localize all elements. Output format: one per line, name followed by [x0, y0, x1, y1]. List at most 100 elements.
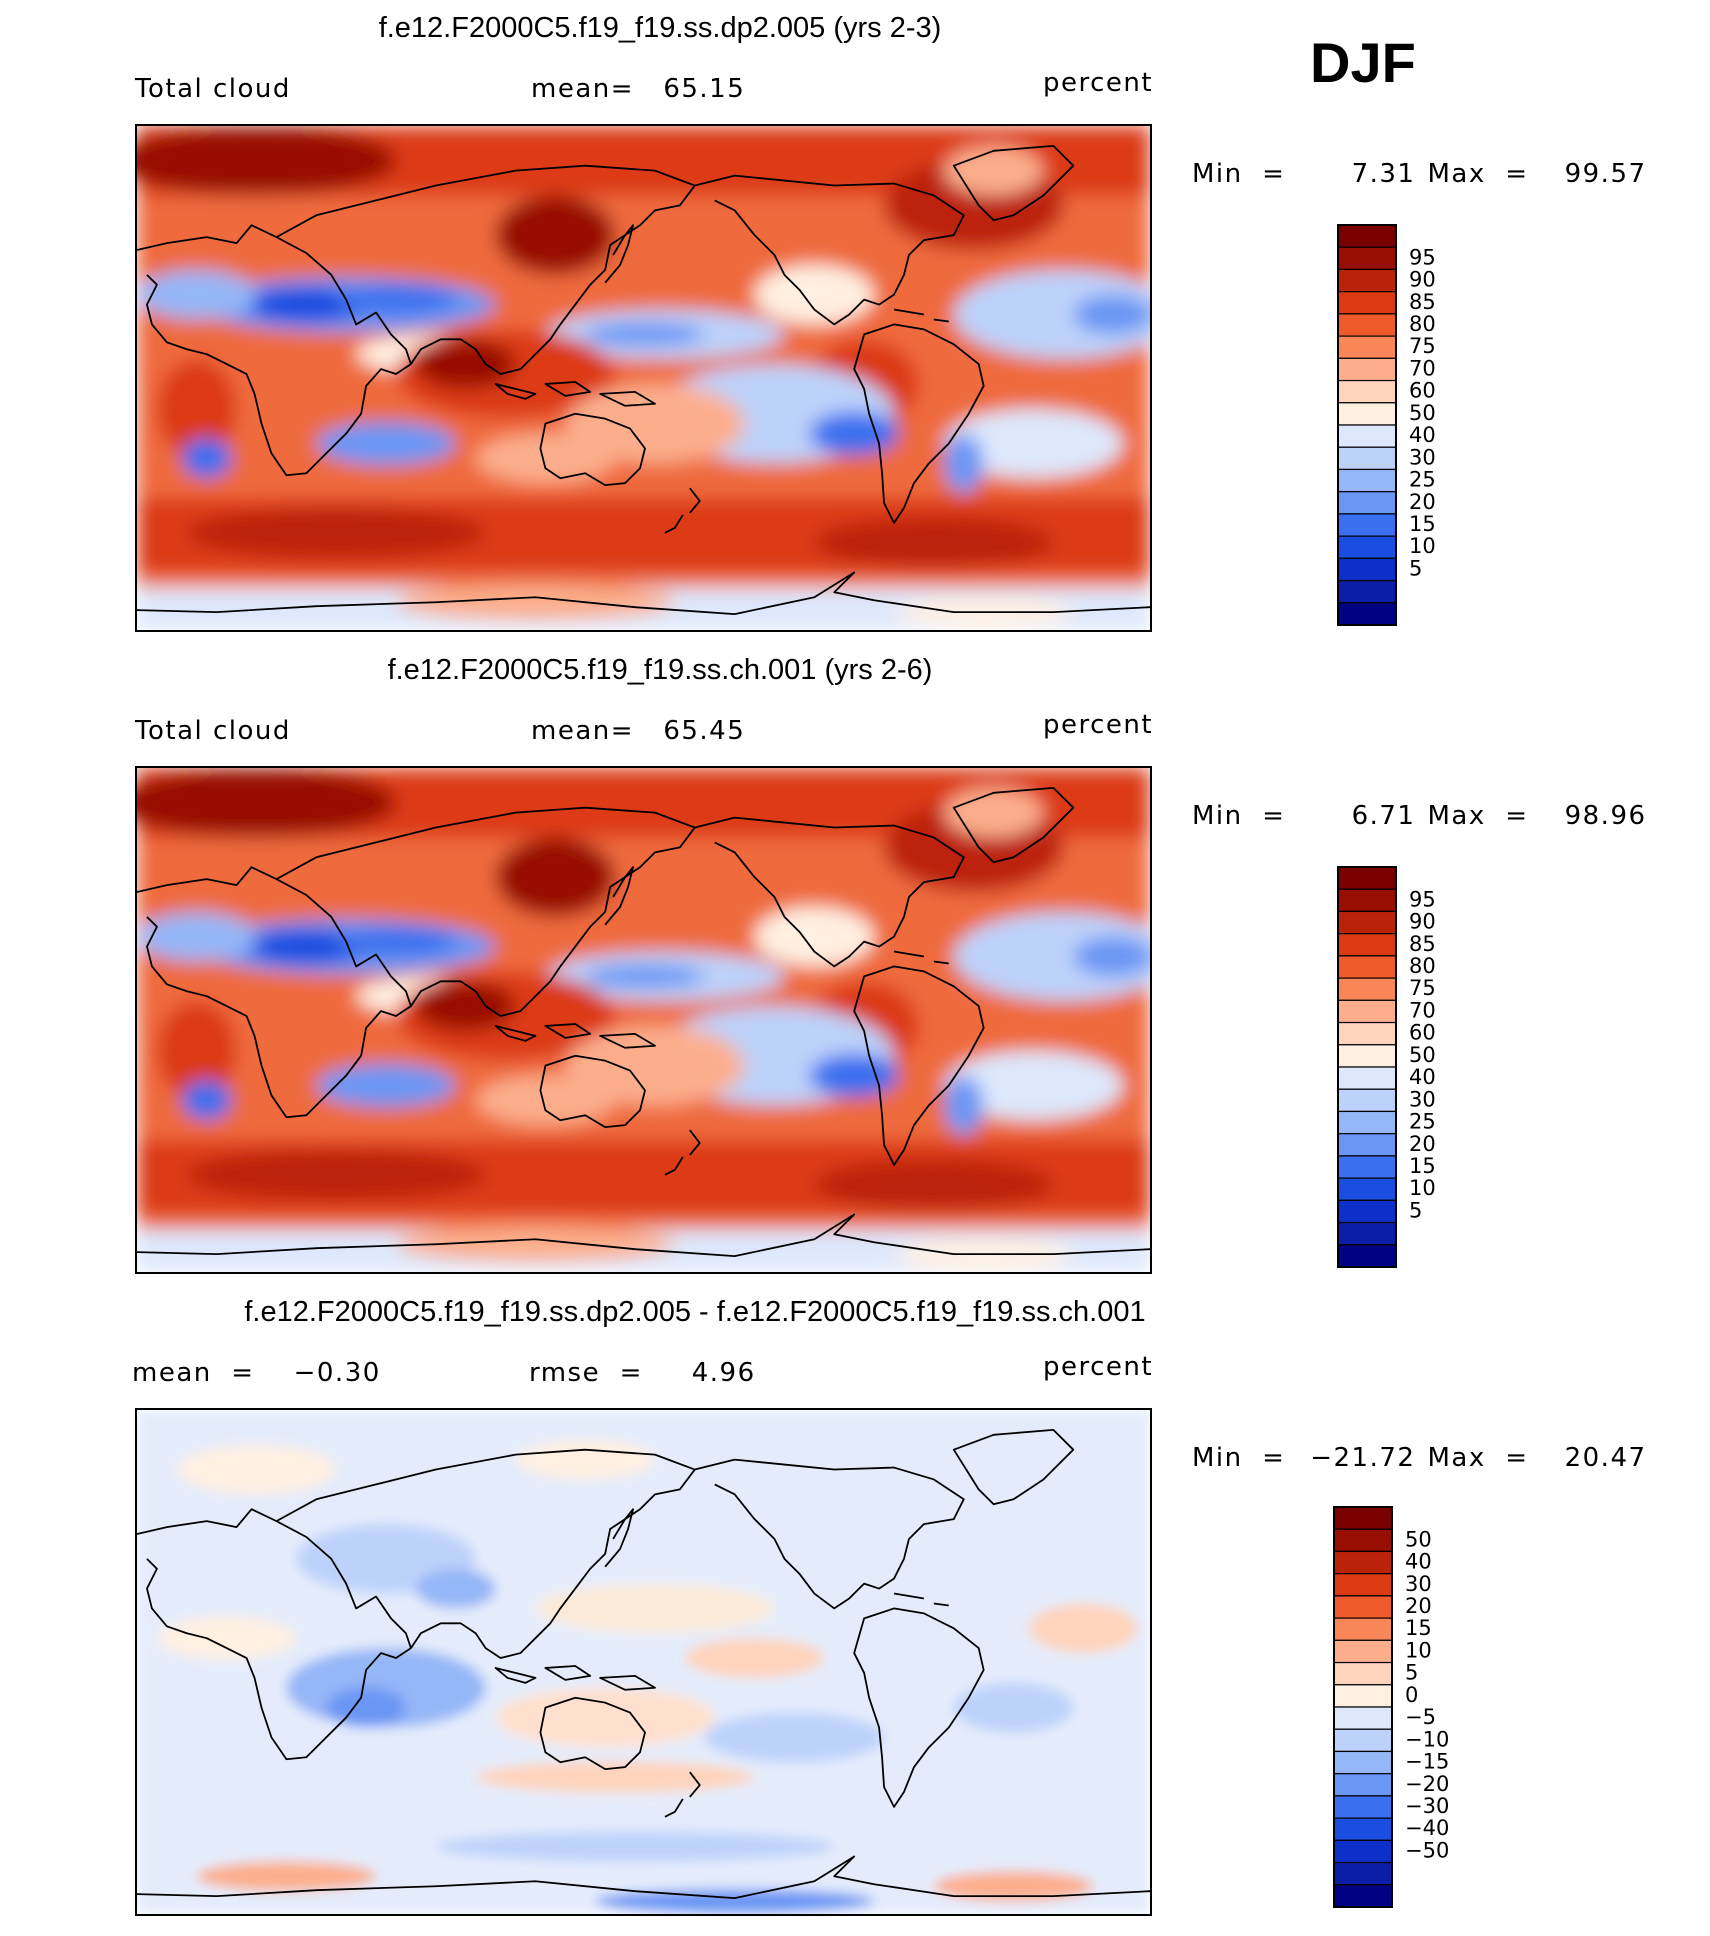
colorbar-swatch: [1337, 535, 1397, 559]
panel-3-title: f.e12.F2000C5.f19_f19.ss.dp2.005 - f.e12…: [244, 1296, 1146, 1328]
colorbar-swatch: [1337, 910, 1397, 935]
max-value: 99.57: [1564, 159, 1647, 189]
panel-1-units: percent: [1043, 68, 1154, 98]
colorbar-tick-label: 50: [1405, 1527, 1432, 1551]
colorbar-swatch: [1337, 1221, 1397, 1246]
colorbar-swatch: [1337, 1044, 1397, 1068]
max-label: Max =: [1427, 801, 1529, 831]
colorbar-swatch: [1337, 379, 1397, 404]
panel-1-variable-label: Total cloud: [135, 74, 291, 104]
colorbar-swatch: [1333, 1773, 1393, 1797]
colorbar-swatch: [1337, 1088, 1397, 1113]
colorbar-tick-label: 30: [1409, 1087, 1436, 1111]
panel-1-map-svg: [137, 126, 1150, 630]
colorbar-swatch: [1337, 955, 1397, 979]
colorbar-tick-label: 40: [1409, 1065, 1436, 1089]
colorbar-swatch: [1337, 246, 1397, 271]
panel-3-colorbar: 50 40 30 20 15 10 5 0 −5 −10 −15 −20 −30 −40 −50: [1333, 1506, 1483, 1913]
colorbar-tick-label: 5: [1409, 556, 1422, 580]
colorbar-swatch: [1337, 424, 1397, 448]
panel-1-mean-label: mean= 65.15: [531, 74, 746, 104]
min-label: Min =: [1192, 1443, 1286, 1473]
colorbar-swatch: [1337, 1244, 1397, 1268]
min-value: 6.71: [1351, 801, 1416, 831]
colorbar-tick-label: 25: [1409, 1110, 1436, 1134]
colorbar-tick-label: 90: [1409, 910, 1436, 934]
colorbar-swatch: [1337, 224, 1397, 248]
colorbar-swatch: [1333, 1839, 1393, 1864]
colorbar-swatch: [1333, 1550, 1393, 1575]
panel-2-map-svg: [137, 768, 1150, 1272]
colorbar-swatch: [1333, 1861, 1393, 1886]
colorbar-swatch: [1337, 491, 1397, 515]
colorbar-tick-label: 75: [1409, 976, 1436, 1000]
colorbar-tick-label: 25: [1409, 468, 1436, 492]
panel-2-variable-label: Total cloud: [135, 716, 291, 746]
colorbar-swatch: [1337, 513, 1397, 537]
panel-1-map: [135, 124, 1152, 632]
colorbar-tick-label: 50: [1409, 401, 1436, 425]
panel-3-map: [135, 1408, 1152, 1916]
colorbar-swatch: [1337, 402, 1397, 426]
colorbar-swatch: [1337, 1110, 1397, 1135]
colorbar-tick-label: 5: [1405, 1661, 1418, 1685]
colorbar-swatch: [1333, 1573, 1393, 1597]
min-value: −21.72: [1310, 1443, 1416, 1473]
min-label: Min =: [1192, 159, 1286, 189]
panel-2-title: f.e12.F2000C5.f19_f19.ss.ch.001 (yrs 2-6…: [387, 654, 933, 686]
colorbar-tick-label: 10: [1409, 534, 1436, 558]
colorbar-tick-label: −20: [1405, 1772, 1449, 1796]
colorbar-swatch: [1337, 866, 1397, 890]
colorbar-tick-label: 80: [1409, 312, 1436, 336]
colorbar-tick-label: 70: [1409, 356, 1436, 380]
panel-3-mean-label: mean = −0.30: [132, 1358, 381, 1388]
colorbar-tick-label: 95: [1409, 245, 1436, 269]
colorbar-swatch: [1333, 1661, 1393, 1686]
colorbar-swatch: [1333, 1639, 1393, 1664]
colorbar-tick-label: −10: [1405, 1727, 1449, 1751]
colorbar-swatch: [1333, 1884, 1393, 1908]
colorbar-swatch: [1337, 933, 1397, 957]
colorbar-swatch: [1337, 602, 1397, 626]
colorbar-tick-label: 15: [1409, 1154, 1436, 1178]
panel-2-minmax: Min = 6.71 Max = 98.96: [1192, 801, 1647, 831]
colorbar-swatch: [1337, 977, 1397, 1001]
colorbar-swatch: [1337, 291, 1397, 315]
panel-2-colorbar: 95 90 85 80 75 70 60 50 40 30 25 20 15 10 5: [1337, 866, 1477, 1273]
colorbar-tick-label: 80: [1409, 954, 1436, 978]
panel-3-units: percent: [1043, 1352, 1154, 1382]
colorbar-tick-label: 95: [1409, 887, 1436, 911]
panel-1-colorbar: 95 90 85 80 75 70 60 50 40 30 25 20 15 10 5: [1337, 224, 1477, 631]
colorbar-swatch: [1337, 357, 1397, 382]
colorbar-swatch: [1333, 1750, 1393, 1775]
colorbar-tick-label: 70: [1409, 998, 1436, 1022]
colorbar-swatch: [1333, 1684, 1393, 1708]
colorbar-tick-label: 50: [1409, 1043, 1436, 1067]
colorbar-swatch: [1333, 1728, 1393, 1753]
panel-2-mean-label: mean= 65.45: [531, 716, 746, 746]
colorbar-swatch: [1337, 888, 1397, 913]
colorbar-frame: [1337, 866, 1397, 1268]
colorbar-tick-label: 15: [1409, 512, 1436, 536]
panel-2-map: [135, 766, 1152, 1274]
panel-3-map-svg: [137, 1410, 1150, 1914]
colorbar-tick-label: 90: [1409, 268, 1436, 292]
colorbar-tick-label: 60: [1409, 379, 1436, 403]
colorbar-tick-label: 40: [1405, 1550, 1432, 1574]
colorbar-swatch: [1337, 557, 1397, 582]
colorbar-swatch: [1337, 268, 1397, 293]
colorbar-swatch: [1337, 1155, 1397, 1179]
colorbar-tick-label: 30: [1405, 1572, 1432, 1596]
colorbar-tick-label: 20: [1409, 490, 1436, 514]
panel-1-minmax: Min = 7.31 Max = 99.57: [1192, 159, 1647, 189]
colorbar-swatch: [1337, 313, 1397, 337]
colorbar-swatch: [1333, 1506, 1393, 1530]
colorbar-tick-label: 30: [1409, 445, 1436, 469]
colorbar-swatch: [1337, 1066, 1397, 1090]
colorbar-tick-label: 75: [1409, 334, 1436, 358]
colorbar-swatch: [1337, 446, 1397, 471]
colorbar-tick-label: 10: [1405, 1638, 1432, 1662]
panel-3-minmax: Min = −21.72 Max = 20.47: [1192, 1443, 1647, 1473]
colorbar-tick-label: −5: [1405, 1705, 1436, 1729]
